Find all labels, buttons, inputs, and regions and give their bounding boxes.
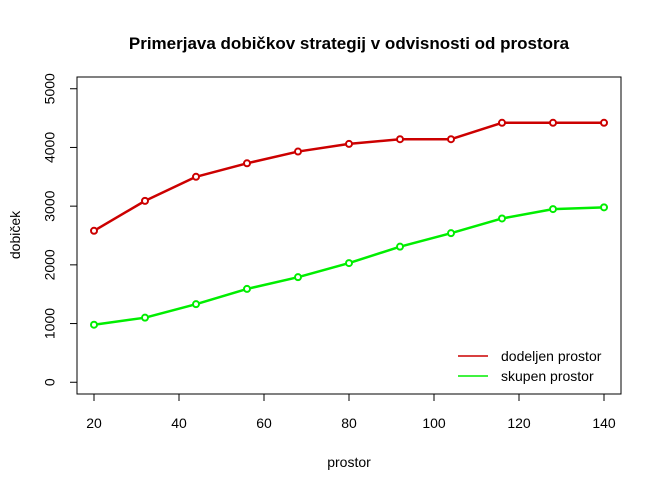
x-tick-label: 20 [86, 415, 102, 431]
chart-title: Primerjava dobičkov strategij v odvisnos… [129, 34, 570, 53]
x-tick-label: 140 [592, 415, 616, 431]
legend: dodeljen prostor skupen prostor [458, 348, 602, 384]
data-point [345, 139, 353, 148]
data-point [549, 205, 557, 214]
y-tick-label: 5000 [42, 73, 58, 104]
data-point [141, 196, 149, 205]
data-point [294, 273, 302, 282]
y-tick-label: 3000 [42, 190, 58, 221]
x-tick-label: 80 [341, 415, 357, 431]
data-point [345, 259, 353, 268]
data-point [447, 135, 455, 144]
legend-label: dodeljen prostor [501, 348, 602, 364]
data-point [192, 300, 200, 309]
x-axis: 20 40 60 80 100 120 140 [86, 393, 616, 431]
x-axis-label: prostor [327, 454, 371, 470]
data-point [549, 118, 557, 127]
series-1 [90, 118, 608, 235]
data-point [90, 320, 98, 329]
x-tick-label: 100 [422, 415, 446, 431]
y-tick-label: 1000 [42, 308, 58, 339]
data-point [294, 147, 302, 156]
data-point [90, 226, 98, 235]
x-tick-label: 120 [507, 415, 531, 431]
data-point [192, 172, 200, 181]
data-point [600, 118, 608, 127]
data-point [396, 242, 404, 251]
data-point [141, 313, 149, 322]
y-tick-label: 0 [42, 378, 58, 386]
y-tick-label: 2000 [42, 249, 58, 280]
data-point [498, 214, 506, 223]
data-point [498, 118, 506, 127]
series-layer [90, 118, 608, 329]
data-point [243, 284, 251, 293]
y-tick-label: 4000 [42, 132, 58, 163]
legend-label: skupen prostor [501, 368, 594, 384]
data-point [447, 229, 455, 238]
x-tick-label: 60 [256, 415, 272, 431]
data-point [396, 135, 404, 144]
plot-frame [76, 76, 622, 395]
y-axis: 0 1000 2000 3000 4000 5000 [42, 73, 78, 386]
x-tick-label: 40 [171, 415, 187, 431]
series-2 [90, 203, 608, 329]
data-point [243, 159, 251, 168]
y-axis-label: dobiček [7, 210, 23, 259]
data-point [600, 203, 608, 212]
